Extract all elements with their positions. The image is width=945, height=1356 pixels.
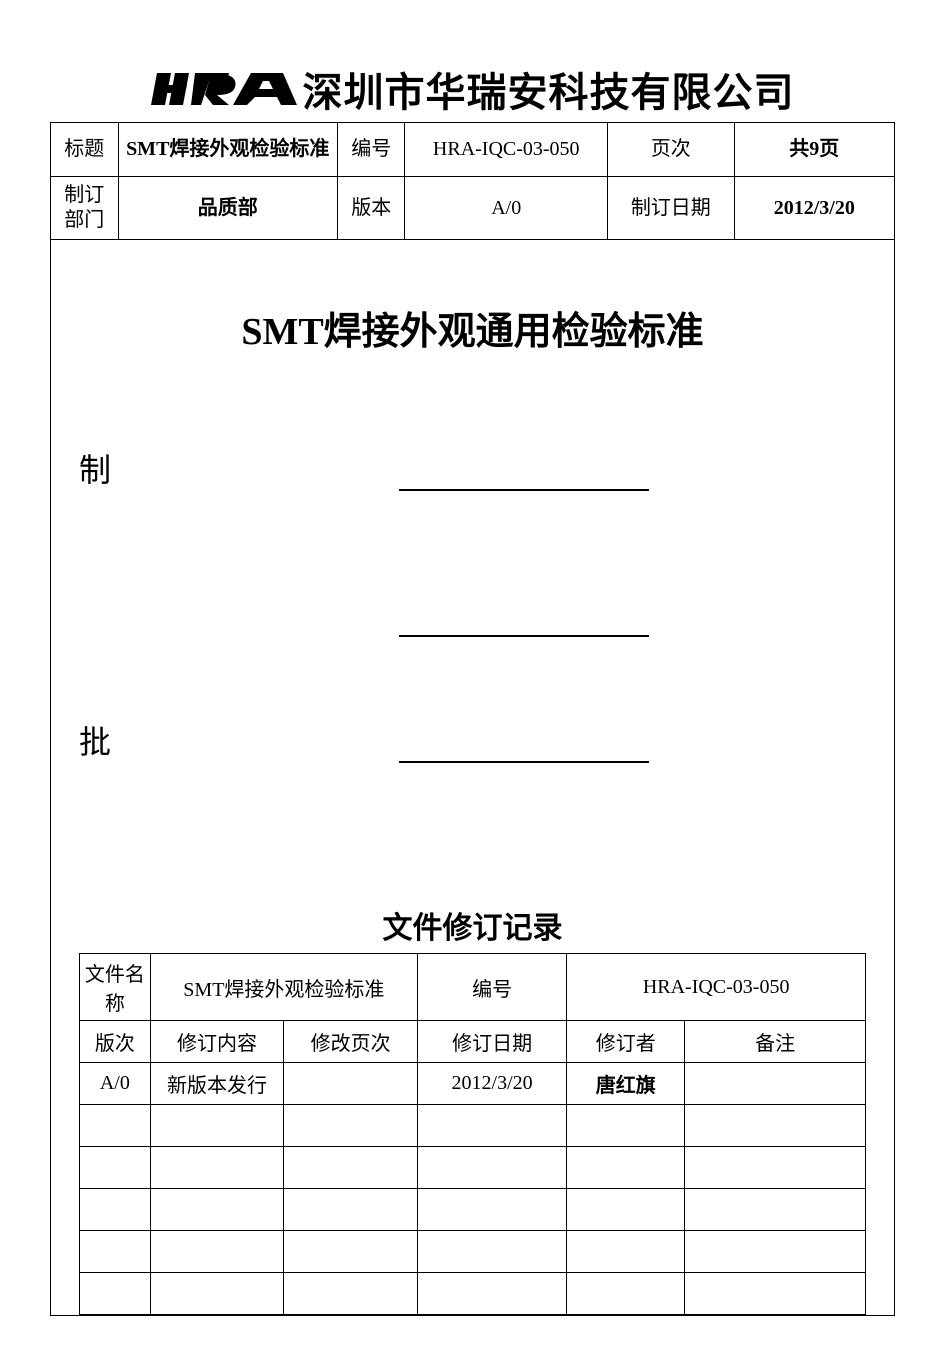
- rev-cell-remark: [685, 1147, 866, 1189]
- signature-row-approve: 批: [79, 717, 866, 763]
- revision-table: 文件名称 SMT焊接外观检验标准 编号 HRA-IQC-03-050 版次 修订…: [79, 953, 866, 1315]
- document-meta-table: 标题 SMT焊接外观检验标准 编号 HRA-IQC-03-050 页次 共9页 …: [50, 122, 895, 240]
- rev-cell-remark: [685, 1189, 866, 1231]
- rev-row: [80, 1231, 866, 1273]
- rev-cell-reviser: [567, 1231, 685, 1273]
- rev-name-label: 文件名称: [80, 954, 151, 1021]
- signature-line-2: [399, 611, 649, 637]
- rev-cell-pages: [284, 1063, 418, 1105]
- rev-cell-content: [150, 1105, 284, 1147]
- rev-cell-date: [417, 1147, 566, 1189]
- meta-value-docno: HRA-IQC-03-050: [405, 123, 608, 177]
- signature-row-prepare: 制: [79, 445, 866, 491]
- rev-cell-version: A/0: [80, 1063, 151, 1105]
- rev-cell-reviser: [567, 1147, 685, 1189]
- rev-row: [80, 1189, 866, 1231]
- rev-cell-remark: [685, 1231, 866, 1273]
- rev-cell-reviser: [567, 1189, 685, 1231]
- rev-cell-remark: [685, 1063, 866, 1105]
- signature-label-approve: 批: [79, 717, 119, 763]
- rev-cell-version: [80, 1189, 151, 1231]
- meta-value-version: A/0: [405, 177, 608, 240]
- rev-col-reviser: 修订者: [567, 1021, 685, 1063]
- rev-cell-remark: [685, 1105, 866, 1147]
- document-body-frame: SMT焊接外观通用检验标准 制 批 文件修订记录: [50, 240, 895, 1316]
- meta-value-dept: 品质部: [118, 177, 337, 240]
- rev-cell-pages: [284, 1231, 418, 1273]
- meta-label-docno: 编号: [337, 123, 405, 177]
- rev-cell-version: [80, 1273, 151, 1315]
- rev-cell-reviser: [567, 1273, 685, 1315]
- rev-no-value: HRA-IQC-03-050: [567, 954, 866, 1021]
- hra-logo-icon: [151, 67, 301, 111]
- meta-label-title: 标题: [51, 123, 119, 177]
- rev-cell-content: 新版本发行: [150, 1063, 284, 1105]
- rev-cell-version: [80, 1147, 151, 1189]
- meta-label-dept: 制订部门: [51, 177, 119, 240]
- rev-col-remark: 备注: [685, 1021, 866, 1063]
- signature-row-middle: [79, 611, 866, 637]
- rev-no-label: 编号: [417, 954, 566, 1021]
- meta-label-version: 版本: [337, 177, 405, 240]
- signature-line-3: [399, 737, 649, 763]
- main-title: SMT焊接外观通用检验标准: [79, 300, 866, 355]
- rev-cell-date: 2012/3/20: [417, 1063, 566, 1105]
- rev-name-value: SMT焊接外观检验标准: [150, 954, 417, 1021]
- rev-cell-reviser: [567, 1105, 685, 1147]
- signature-label-prepare: 制: [79, 445, 119, 491]
- rev-cell-version: [80, 1105, 151, 1147]
- rev-cell-pages: [284, 1273, 418, 1315]
- signature-zone: 制 批: [79, 445, 866, 763]
- rev-cell-remark: [685, 1273, 866, 1315]
- signature-line-1: [399, 465, 649, 491]
- rev-row: A/0 新版本发行 2012/3/20 唐红旗: [80, 1063, 866, 1105]
- rev-cell-version: [80, 1231, 151, 1273]
- meta-value-page: 共9页: [734, 123, 894, 177]
- rev-col-pages: 修改页次: [284, 1021, 418, 1063]
- rev-cell-content: [150, 1189, 284, 1231]
- rev-row: [80, 1147, 866, 1189]
- rev-cell-content: [150, 1273, 284, 1315]
- meta-value-title: SMT焊接外观检验标准: [118, 123, 337, 177]
- rev-cell-pages: [284, 1147, 418, 1189]
- meta-label-date: 制订日期: [608, 177, 735, 240]
- rev-cell-date: [417, 1189, 566, 1231]
- rev-cell-date: [417, 1105, 566, 1147]
- meta-value-date: 2012/3/20: [734, 177, 894, 240]
- rev-cell-pages: [284, 1189, 418, 1231]
- document-page: 深圳市华瑞安科技有限公司 标题 SMT焊接外观检验标准 编号 HRA-IQC-0…: [0, 0, 945, 1356]
- rev-cell-reviser: 唐红旗: [567, 1063, 685, 1105]
- rev-cell-content: [150, 1231, 284, 1273]
- rev-cell-pages: [284, 1105, 418, 1147]
- revision-section-title: 文件修订记录: [79, 903, 866, 947]
- rev-col-date: 修订日期: [417, 1021, 566, 1063]
- company-name: 深圳市华瑞安科技有限公司: [303, 60, 795, 118]
- company-header: 深圳市华瑞安科技有限公司: [50, 60, 895, 118]
- rev-cell-content: [150, 1147, 284, 1189]
- rev-cell-date: [417, 1273, 566, 1315]
- rev-row: [80, 1273, 866, 1315]
- rev-row: [80, 1105, 866, 1147]
- meta-label-page: 页次: [608, 123, 735, 177]
- rev-col-version: 版次: [80, 1021, 151, 1063]
- rev-cell-date: [417, 1231, 566, 1273]
- rev-col-content: 修订内容: [150, 1021, 284, 1063]
